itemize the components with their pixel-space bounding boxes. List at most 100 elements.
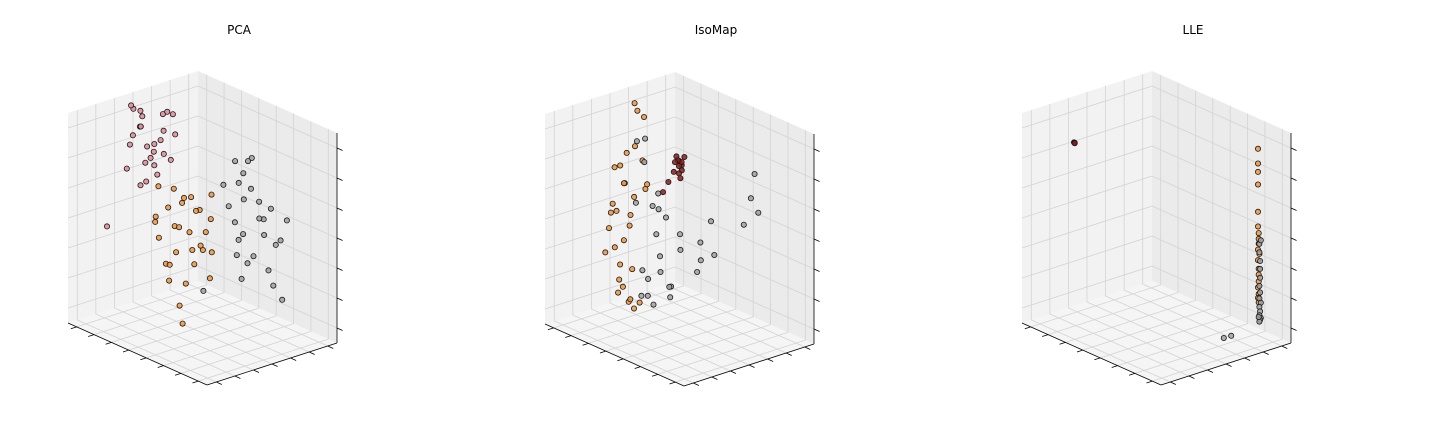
data-point-darkred [660,189,667,196]
data-point-gray [247,185,254,192]
data-point-orange [607,209,614,216]
data-point-orange [176,302,183,309]
data-point-gray [261,231,268,238]
data-point-gray [200,287,207,294]
data-point-pink [151,162,158,169]
data-point-pink [137,182,144,189]
data-point-gray [233,252,240,259]
gridline-y [1068,98,1208,371]
data-point-orange [189,246,196,253]
data-point-gray [740,221,747,228]
x-tick [140,357,147,361]
data-point-pink [150,148,157,155]
data-point-orange [206,275,213,282]
z-tick [1290,327,1297,331]
y-tick [748,364,755,368]
x-tick [565,335,572,338]
gridline-y [1123,80,1264,353]
y-tick [1225,363,1232,367]
data-point-darkred [676,163,683,170]
gridline-x [146,105,277,359]
data-point-orange [166,277,173,284]
gridline-z [67,235,338,299]
data-point-gray [270,282,277,289]
x-tick [1094,357,1101,361]
gridlines [544,75,815,384]
data-point-gray [666,283,673,290]
data-point-gray [244,260,251,267]
data-point-gray [1257,257,1264,264]
gridline-x [180,121,312,374]
z-tick [813,238,820,242]
gridline-y [114,98,254,371]
isomap-panel: IsoMap [544,23,820,387]
gridline-y [169,80,310,353]
data-point-orange [627,211,634,218]
gridline-y [665,75,805,348]
gridline-z [1021,85,1292,149]
data-point-gray [755,209,762,216]
z-tick [1290,147,1297,151]
z-tick [336,207,343,211]
gridline-z [544,116,815,180]
gridline-y [1086,92,1227,365]
data-point-pink [129,132,136,139]
pca-title: PCA [227,23,252,37]
z-tick [813,268,820,272]
x-tick [1024,326,1031,330]
gridline-z [1021,265,1292,329]
gridline-y [1049,104,1190,377]
gridlines [67,74,338,383]
axes-panes [1021,71,1297,386]
gridline-x [1117,113,1248,367]
x-tick [1076,349,1083,353]
gridline-x [623,106,754,360]
y-tick [1207,369,1214,373]
data-point-orange [191,261,198,268]
y-tick [730,370,737,374]
gridline-x [76,74,208,328]
data-point-gray [256,198,263,205]
x-tick [122,349,129,353]
data-point-orange [197,242,204,249]
data-point-gray [283,217,290,224]
data-point-pink [157,137,164,144]
data-point-pink [104,223,111,230]
scatter-points [1071,139,1264,341]
data-point-gray [677,231,684,238]
lle-panel: LLE [1021,23,1297,386]
gridline-x [1047,82,1179,336]
data-point-gray [231,219,238,226]
x-tick [174,372,182,376]
data-point-orange [155,234,162,241]
data-point-pink [142,159,149,166]
scatter-points [602,100,762,312]
scatter-points [104,102,290,327]
data-point-orange [1255,145,1262,152]
data-point-pink [144,143,151,150]
data-point-gray [279,296,286,303]
data-point-gray [1256,282,1263,289]
data-point-gray [642,135,649,142]
data-point-orange [208,191,215,198]
gridline-x [1030,74,1162,328]
data-point-gray [1220,334,1227,341]
data-point-gray [256,215,263,222]
data-point-gray [250,253,257,260]
data-point-orange [165,204,172,211]
data-point-gray [244,158,251,165]
data-point-orange [179,320,186,327]
x-tick [599,350,606,354]
z-tick [1290,207,1297,211]
gridline-x [657,122,789,375]
data-point-gray [1256,249,1263,256]
data-point-orange [631,193,638,200]
data-point-gray [663,214,670,221]
data-point-orange [606,225,613,232]
data-point-darkred [681,153,688,160]
axes-panes [544,72,820,387]
gridline-x [675,130,806,383]
data-point-gray [633,138,640,145]
data-point-gray [265,267,272,274]
